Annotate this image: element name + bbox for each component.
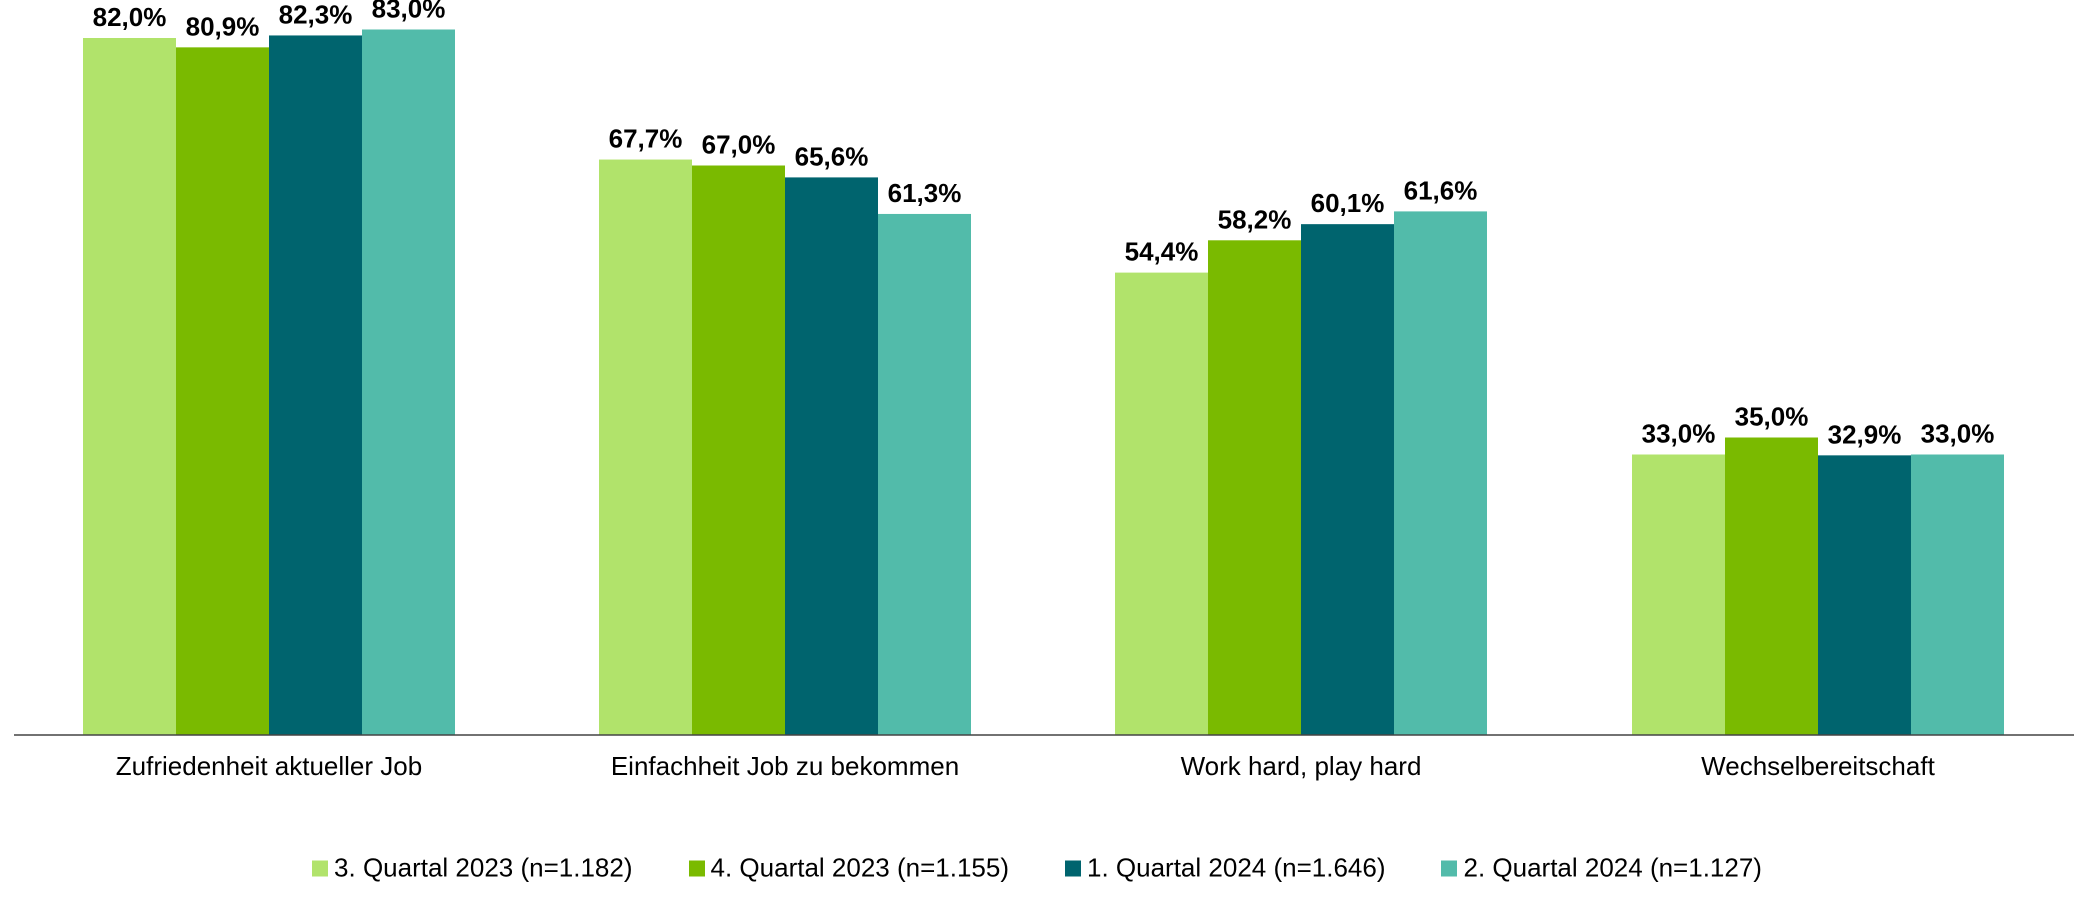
data-label: 65,6% — [795, 141, 869, 171]
data-label: 60,1% — [1311, 188, 1385, 218]
data-label: 61,6% — [1404, 175, 1478, 205]
data-label: 80,9% — [186, 11, 260, 41]
bar — [269, 35, 362, 735]
bar-chart: 82,0% 80,9% 82,3% 83,0% 67,7% 67,0% 65,6% 61,3%… — [14, 0, 2074, 781]
bar — [785, 177, 878, 735]
data-label: 35,0% — [1735, 402, 1809, 432]
bar — [362, 29, 455, 735]
legend-label: 4. Quartal 2023 (n=1.155) — [710, 852, 1009, 883]
bar — [1394, 211, 1487, 735]
legend-label: 2. Quartal 2024 (n=1.127) — [1463, 852, 1762, 883]
data-label: 82,3% — [279, 0, 353, 29]
bar — [1208, 240, 1301, 736]
data-label: 32,9% — [1828, 419, 1902, 449]
legend-swatch — [1065, 860, 1081, 876]
legend: 3. Quartal 2023 (n=1.182) 4. Quartal 2023… — [0, 853, 2074, 884]
bar — [692, 165, 785, 735]
legend-item: 3. Quartal 2023 (n=1.182) — [312, 852, 633, 884]
category-label: Work hard, play hard — [1181, 751, 1422, 781]
data-label: 61,3% — [888, 178, 962, 208]
data-label: 67,7% — [609, 124, 683, 154]
legend-item: 1. Quartal 2024 (n=1.646) — [1065, 853, 1385, 884]
bar — [1818, 455, 1911, 735]
legend-swatch — [1441, 860, 1458, 876]
data-label: 54,4% — [1125, 237, 1199, 267]
category-label: Wechselbereitschaft — [1701, 751, 1935, 781]
legend-label: 3. Quartal 2023 (n=1.182) — [334, 852, 633, 883]
data-label: 82,0% — [93, 2, 167, 32]
legend-swatch — [312, 860, 329, 876]
legend-item: 2. Quartal 2024 (n=1.127) — [1441, 852, 1762, 884]
bar — [1632, 454, 1725, 735]
bar — [599, 159, 692, 736]
legend-label: 1. Quartal 2024 (n=1.646) — [1087, 852, 1386, 883]
bar — [176, 47, 269, 736]
category-label: Zufriedenheit aktueller Job — [116, 751, 422, 781]
bar — [83, 38, 176, 735]
data-label: 67,0% — [702, 130, 776, 160]
data-label: 58,2% — [1218, 204, 1292, 234]
bar — [1301, 224, 1394, 735]
bar — [878, 213, 971, 735]
category-label: Einfachheit Job zu bekommen — [611, 751, 959, 781]
bar — [1911, 454, 2004, 735]
legend-item: 4. Quartal 2023 (n=1.155) — [688, 852, 1009, 884]
bar — [1725, 437, 1818, 735]
data-label: 33,0% — [1642, 419, 1716, 449]
legend-swatch — [688, 860, 705, 876]
bars-group — [83, 29, 2004, 736]
data-label: 83,0% — [372, 0, 446, 24]
category-labels-group: Zufriedenheit aktueller Job Einfachheit J… — [116, 751, 1936, 781]
data-label: 33,0% — [1921, 419, 1995, 449]
value-labels-group: 82,0% 80,9% 82,3% 83,0% 67,7% 67,0% 65,6% 61,3%… — [93, 0, 1995, 449]
bar — [1115, 272, 1208, 735]
